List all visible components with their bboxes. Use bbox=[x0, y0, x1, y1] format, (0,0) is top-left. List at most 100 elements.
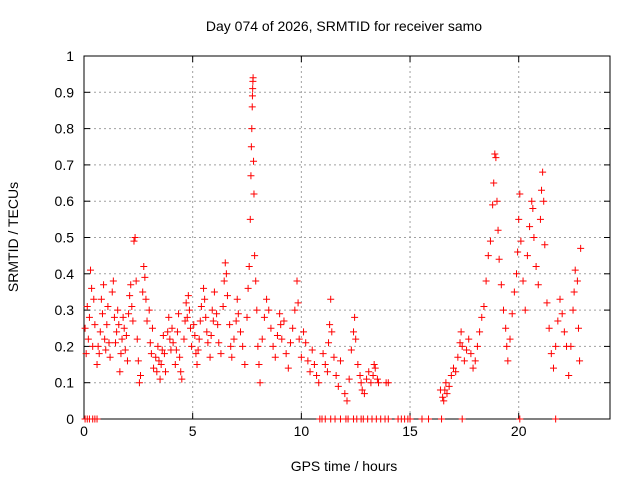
data-point bbox=[552, 342, 560, 350]
data-point bbox=[157, 361, 165, 369]
data-point bbox=[100, 281, 108, 289]
data-point bbox=[137, 371, 145, 379]
data-point bbox=[220, 277, 228, 285]
data-point bbox=[209, 317, 217, 325]
data-point bbox=[499, 306, 507, 314]
data-point bbox=[574, 324, 582, 332]
data-point bbox=[177, 368, 185, 376]
data-point bbox=[513, 270, 521, 278]
data-point bbox=[201, 295, 209, 303]
data-point bbox=[278, 335, 286, 343]
data-point bbox=[105, 339, 113, 347]
data-point bbox=[253, 306, 261, 314]
y-tick-label: 0.6 bbox=[55, 193, 75, 209]
data-point bbox=[230, 335, 238, 343]
data-point bbox=[473, 342, 481, 350]
data-point bbox=[440, 397, 448, 405]
data-point bbox=[360, 390, 368, 398]
data-point bbox=[276, 310, 284, 318]
data-point bbox=[97, 295, 105, 303]
y-tick-label: 0.8 bbox=[55, 121, 75, 137]
data-point bbox=[517, 237, 525, 245]
y-tick-label: 0.4 bbox=[55, 266, 75, 282]
data-point bbox=[90, 295, 98, 303]
data-point bbox=[250, 157, 258, 165]
y-tick-label: 0.1 bbox=[55, 375, 75, 391]
x-tick-label: 15 bbox=[402, 423, 418, 439]
data-point bbox=[370, 361, 378, 369]
data-point bbox=[155, 357, 163, 365]
zero-data-point bbox=[418, 415, 426, 423]
data-point bbox=[113, 328, 121, 336]
data-point bbox=[334, 382, 342, 390]
data-point bbox=[284, 364, 292, 372]
data-point bbox=[204, 339, 212, 347]
data-point bbox=[120, 324, 128, 332]
data-point bbox=[112, 339, 120, 347]
x-axis-label: GPS time / hours bbox=[291, 458, 398, 474]
data-point bbox=[178, 375, 186, 383]
data-point bbox=[484, 252, 492, 260]
data-point bbox=[173, 328, 181, 336]
data-point bbox=[165, 313, 173, 321]
data-point bbox=[465, 335, 473, 343]
data-point bbox=[146, 339, 154, 347]
data-point bbox=[291, 306, 299, 314]
grid-lines bbox=[84, 56, 610, 419]
data-point bbox=[184, 292, 192, 300]
chart-title: Day 074 of 2026, SRMTID for receiver sam… bbox=[206, 18, 482, 34]
data-point bbox=[180, 335, 188, 343]
data-point bbox=[543, 299, 551, 307]
data-point bbox=[269, 342, 277, 350]
data-point bbox=[81, 324, 89, 332]
data-points bbox=[81, 74, 585, 423]
data-point bbox=[495, 255, 503, 263]
data-point bbox=[158, 346, 166, 354]
data-point bbox=[439, 393, 447, 401]
zero-data-point bbox=[406, 415, 414, 423]
data-point bbox=[215, 339, 223, 347]
data-point bbox=[84, 335, 92, 343]
data-point bbox=[175, 310, 183, 318]
data-point bbox=[469, 364, 477, 372]
data-point bbox=[367, 379, 375, 387]
data-point bbox=[159, 332, 167, 340]
data-point bbox=[454, 353, 462, 361]
data-point bbox=[371, 364, 379, 372]
x-tick-label: 20 bbox=[511, 423, 527, 439]
axis-ticks: 00.10.20.30.40.50.60.70.80.910 5 10 15 20 bbox=[55, 48, 610, 439]
data-point bbox=[452, 368, 460, 376]
data-point bbox=[206, 353, 214, 361]
data-point bbox=[326, 321, 334, 329]
x-tick-label: 10 bbox=[294, 423, 310, 439]
zero-data-point bbox=[425, 415, 433, 423]
data-point bbox=[248, 92, 256, 100]
data-point bbox=[197, 302, 205, 310]
data-point bbox=[244, 284, 252, 292]
data-point bbox=[91, 321, 99, 329]
data-point bbox=[106, 353, 114, 361]
data-point bbox=[352, 335, 360, 343]
data-point bbox=[323, 368, 331, 376]
data-point bbox=[471, 357, 479, 365]
x-tick-label: 0 bbox=[80, 423, 88, 439]
data-point bbox=[560, 328, 568, 336]
data-point bbox=[441, 386, 449, 394]
data-point bbox=[247, 143, 255, 151]
data-point bbox=[156, 375, 164, 383]
data-point bbox=[482, 277, 490, 285]
data-point bbox=[246, 215, 254, 223]
zero-data-point bbox=[384, 415, 392, 423]
data-point bbox=[541, 241, 549, 249]
data-point bbox=[460, 357, 468, 365]
data-point bbox=[480, 302, 488, 310]
data-point bbox=[195, 335, 203, 343]
data-point bbox=[332, 371, 340, 379]
data-point bbox=[577, 244, 585, 252]
data-point bbox=[207, 332, 215, 340]
data-point bbox=[510, 288, 518, 296]
data-point bbox=[258, 335, 266, 343]
data-point bbox=[467, 350, 475, 358]
data-point bbox=[172, 346, 180, 354]
data-point bbox=[181, 317, 189, 325]
